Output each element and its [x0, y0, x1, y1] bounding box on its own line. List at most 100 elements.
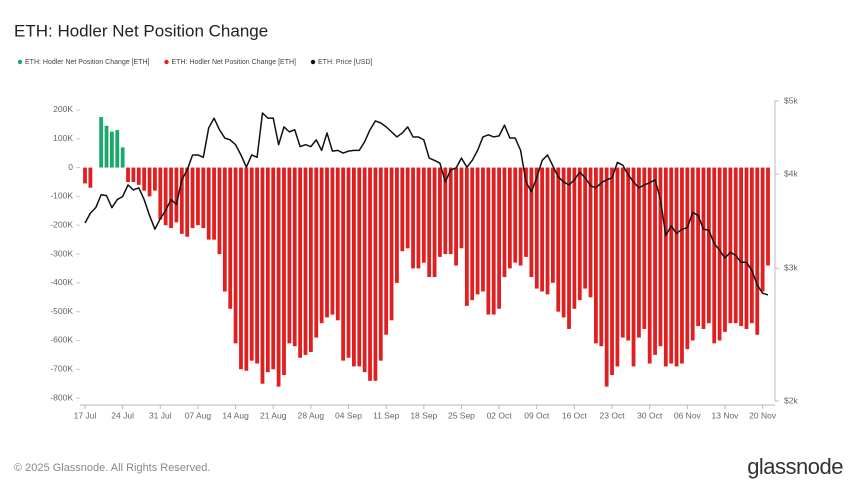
bar	[136, 167, 141, 185]
bar	[669, 167, 674, 364]
bar	[733, 167, 738, 324]
bar	[529, 167, 534, 278]
x-tick-label: 30 Oct	[637, 410, 663, 420]
bar	[147, 167, 152, 197]
bar	[120, 147, 125, 168]
bar	[319, 167, 324, 324]
bar	[115, 130, 120, 168]
legend-marker	[310, 59, 316, 65]
bar	[400, 167, 405, 252]
bar	[432, 167, 437, 278]
bar	[228, 167, 233, 309]
x-tick-label: 20 Nov	[749, 410, 777, 420]
bar	[196, 167, 200, 226]
bar	[378, 167, 383, 361]
bar	[658, 167, 663, 347]
bar	[303, 167, 308, 355]
x-tick-label: 07 Aug	[185, 410, 212, 420]
bar	[325, 167, 329, 318]
y-tick-label: -800K	[50, 392, 73, 402]
copyright: © 2025 Glassnode. All Rights Reserved.	[14, 462, 210, 474]
bar	[663, 167, 668, 367]
x-tick-label: 24 Jul	[111, 410, 134, 420]
bar	[217, 167, 222, 255]
bar	[653, 167, 657, 355]
bar	[308, 167, 313, 353]
bar	[507, 167, 512, 269]
x-tick-label: 14 Aug	[222, 410, 249, 420]
x-tick-label: 04 Sep	[335, 410, 362, 420]
bar	[190, 167, 195, 229]
bar	[610, 167, 614, 376]
bar	[373, 167, 378, 381]
bar	[464, 167, 469, 306]
chart-title: ETH: Hodler Net Position Change	[14, 21, 268, 40]
y2-tick-label: $3k	[784, 262, 798, 272]
bar	[239, 167, 243, 370]
brand-logo: glassnode	[747, 454, 843, 479]
legend-label: ETH: Hodler Net Position Change [ETH]	[172, 59, 297, 66]
bar	[728, 167, 733, 324]
bar	[174, 167, 179, 223]
y-tick-label: -700K	[50, 364, 73, 374]
bar	[265, 167, 270, 373]
bar	[518, 167, 523, 266]
bar	[749, 167, 754, 324]
bar	[362, 167, 367, 373]
x-tick-label: 17 Jul	[74, 410, 97, 420]
bar	[717, 167, 722, 341]
bar	[497, 167, 502, 309]
bar	[83, 167, 87, 184]
x-tick-label: 11 Sep	[373, 410, 400, 420]
bar	[357, 167, 362, 367]
bar	[222, 167, 227, 292]
y2-tick-label: $2k	[784, 395, 798, 405]
bar	[271, 167, 276, 370]
bar	[685, 167, 690, 350]
bar	[443, 167, 448, 255]
bar	[486, 167, 491, 315]
bar	[470, 167, 475, 301]
bar	[131, 167, 136, 182]
bar	[604, 167, 609, 387]
x-tick-label: 21 Aug	[260, 410, 287, 420]
bar	[206, 167, 211, 240]
bar	[233, 167, 238, 344]
legend-marker	[17, 59, 23, 65]
bar	[481, 167, 485, 292]
bar	[335, 167, 340, 321]
x-tick-label: 06 Nov	[674, 410, 702, 420]
y-tick-label: 200K	[53, 104, 73, 114]
x-tick-label: 18 Sep	[410, 410, 437, 420]
bar	[201, 167, 206, 229]
x-tick-label: 28 Aug	[298, 410, 325, 420]
y-tick-label: -400K	[50, 277, 73, 287]
bar	[567, 167, 571, 329]
bar	[680, 167, 684, 364]
bar	[615, 167, 620, 367]
bar	[524, 167, 528, 257]
legend-label: ETH: Price [USD]	[318, 59, 373, 66]
bar	[158, 167, 163, 220]
bar	[701, 167, 706, 329]
legend-marker	[164, 59, 169, 65]
price-line	[84, 112, 769, 296]
bar	[572, 167, 577, 309]
bar	[163, 167, 168, 226]
bar	[475, 167, 480, 295]
bar	[341, 167, 346, 361]
x-tick-label: 13 Nov	[712, 410, 740, 420]
bar	[626, 167, 631, 341]
y-tick-label: 0	[68, 162, 73, 172]
bar	[298, 167, 303, 358]
bar	[556, 167, 561, 312]
bar	[169, 167, 173, 229]
bar	[249, 167, 254, 361]
y-tick-label: 100K	[53, 133, 73, 143]
bar	[212, 167, 216, 240]
bar	[550, 167, 555, 283]
bar	[755, 167, 760, 335]
bar	[427, 167, 432, 278]
bar	[594, 167, 598, 344]
bar	[513, 167, 518, 263]
